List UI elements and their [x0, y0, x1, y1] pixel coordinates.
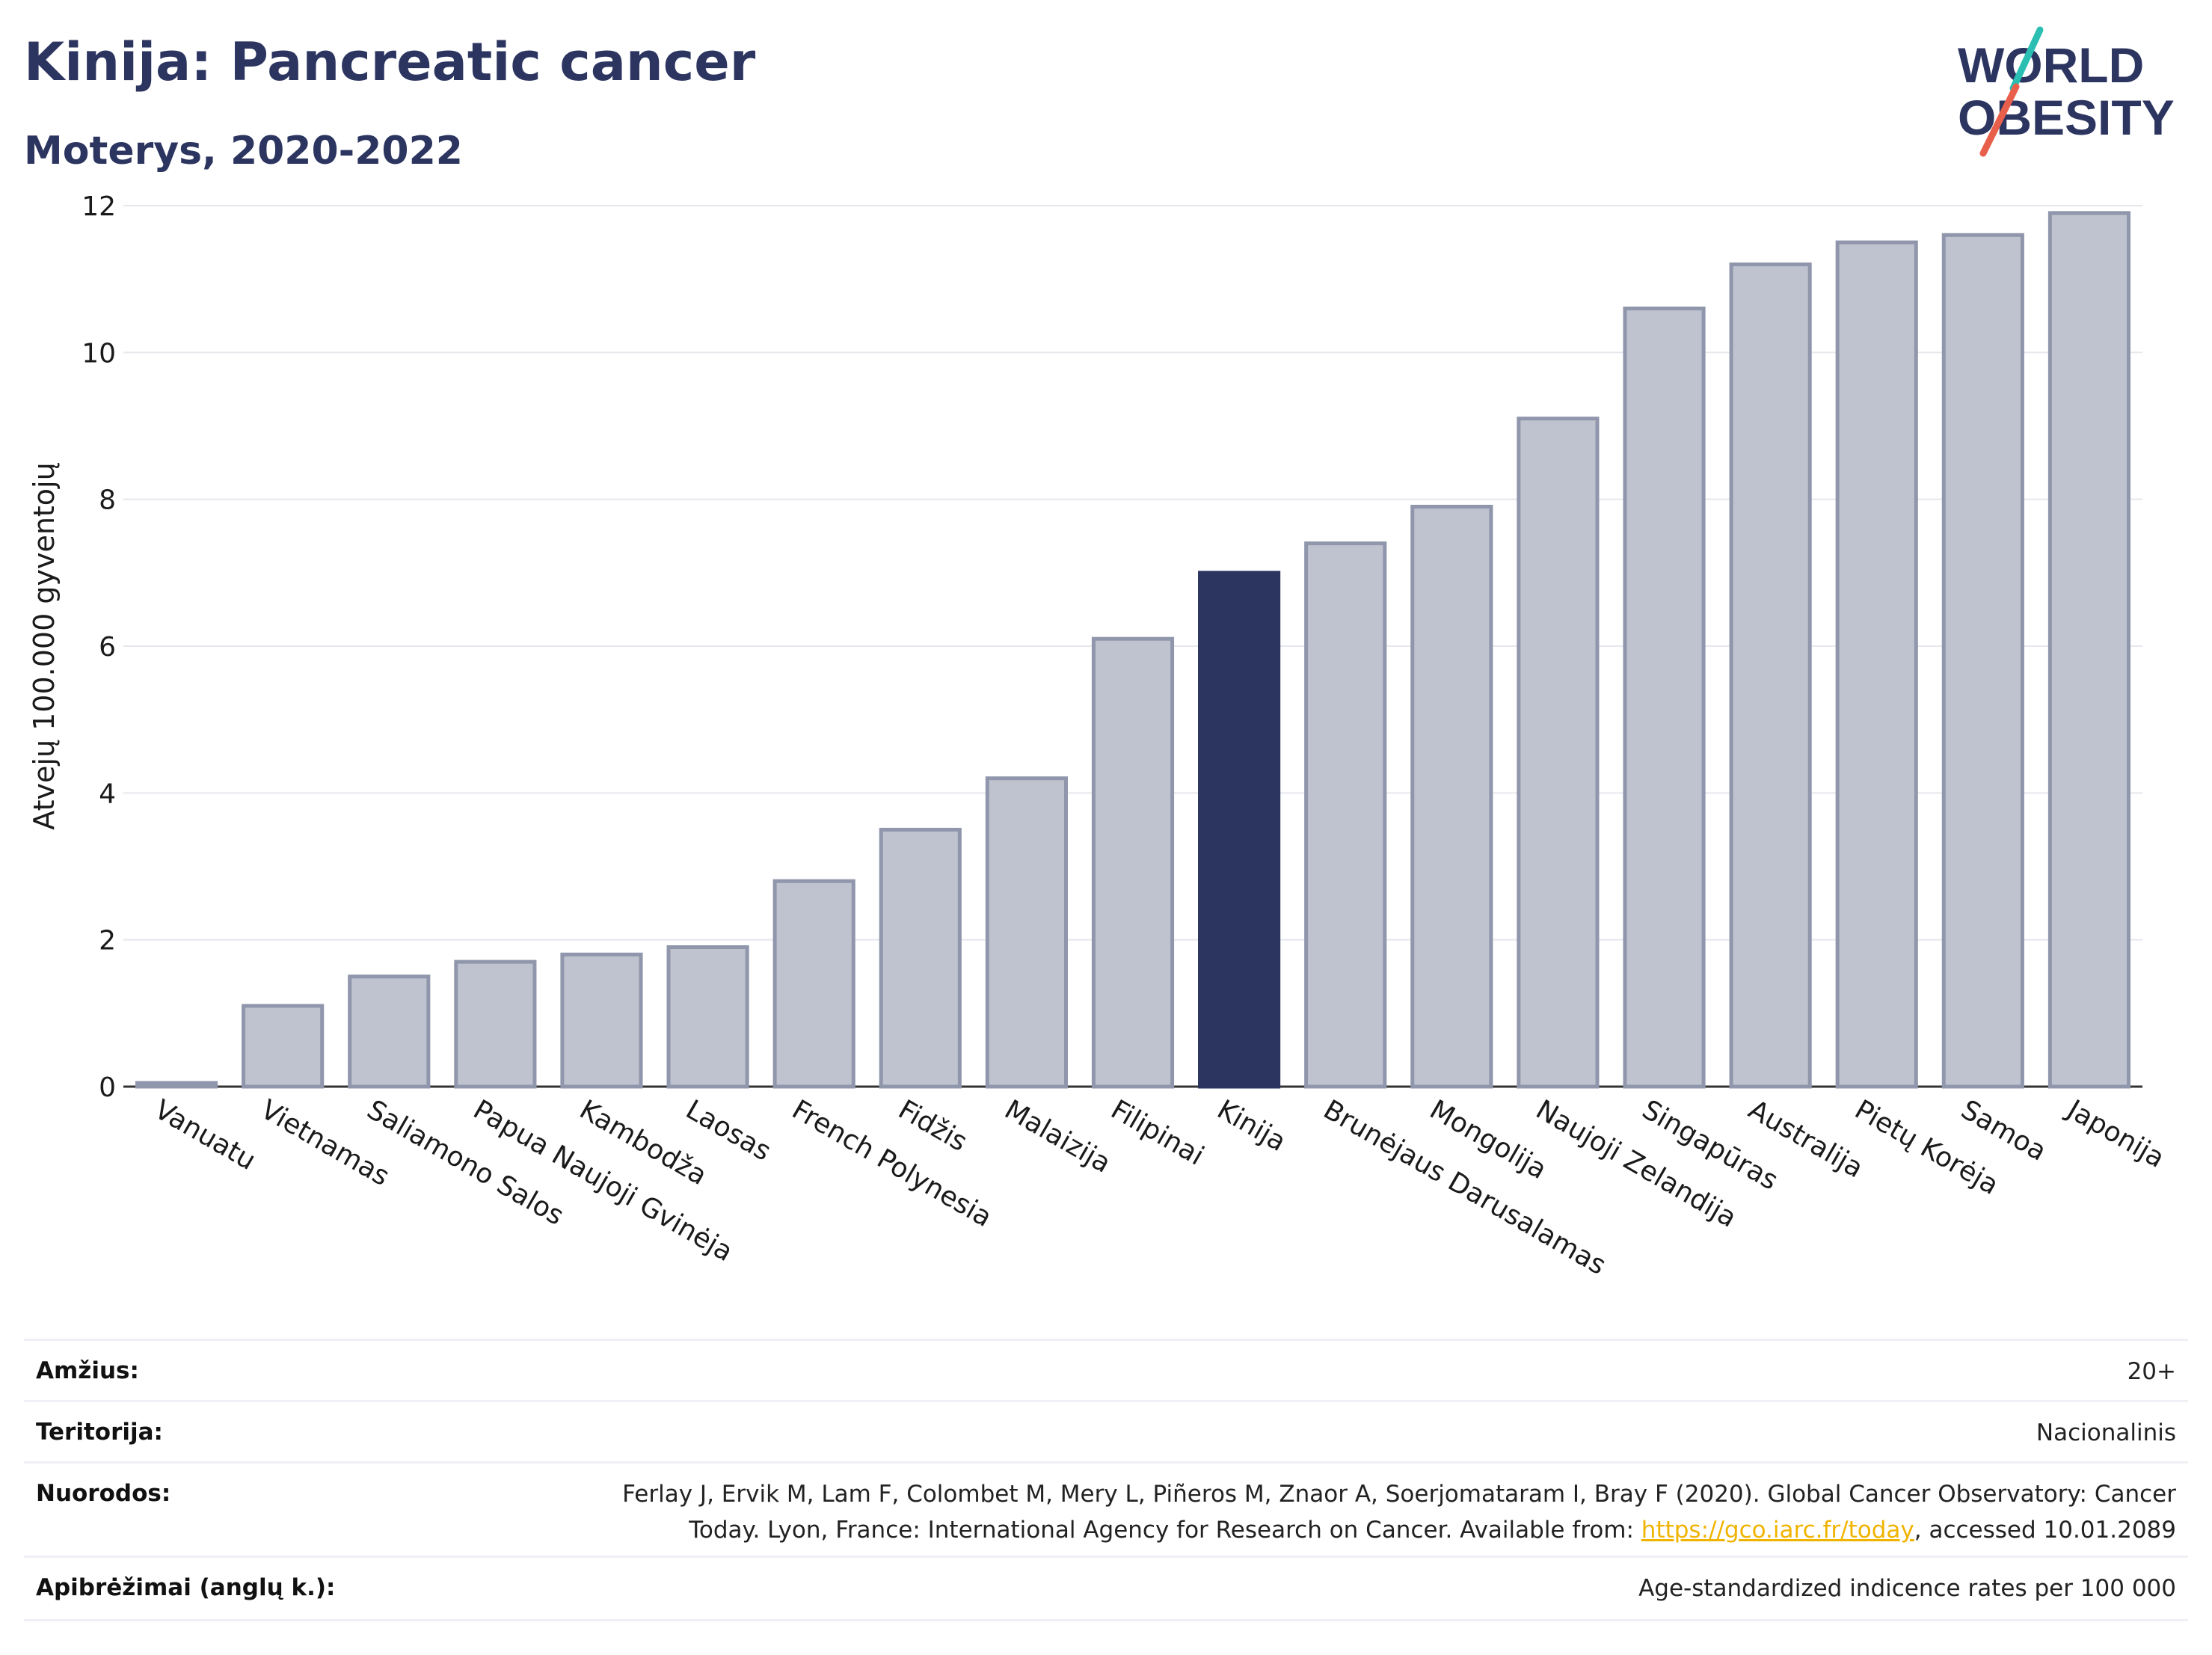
bar [242, 1004, 325, 1089]
references-text: Today. Lyon, France: International Agenc… [689, 1517, 1641, 1544]
age-label: Amžius: [36, 1357, 139, 1384]
references-line-2: Today. Lyon, France: International Agenc… [622, 1512, 2176, 1548]
y-tick-label: 2 [99, 926, 116, 957]
references-line-1: Ferlay J, Ervik M, Lam F, Colombet M, Me… [622, 1481, 2176, 1508]
bars [135, 211, 2131, 1089]
bar [1729, 262, 1812, 1089]
bar [879, 827, 962, 1089]
x-tick-label: Fidžis [893, 1094, 972, 1158]
x-tick-label: Malaizija [999, 1094, 1116, 1179]
chart-title: Kinija: Pancreatic cancer [24, 31, 756, 93]
y-tick-labels: 0 2 4 6 8 10 12 [82, 191, 116, 1103]
references-accessed: , accessed 10.01.2089 [1914, 1517, 2176, 1544]
definitions-value: Age-standardized indicence rates per 100… [1638, 1575, 2176, 1602]
bar [560, 952, 643, 1089]
bar [454, 959, 537, 1089]
y-tick-label: 4 [99, 779, 116, 809]
bar [135, 1081, 218, 1089]
bar [2047, 211, 2131, 1089]
y-tick-label: 10 [82, 338, 116, 369]
y-tick-label: 8 [99, 485, 116, 516]
info-row-references: Nuorodos: Ferlay J, Ervik M, Lam F, Colo… [24, 1461, 2188, 1558]
x-tick-label: Japonija [2061, 1093, 2170, 1174]
info-row-definitions: Apibrėžimai (anglų k.): Age-standardized… [24, 1556, 2188, 1621]
info-row-territory: Teritorija: Nacionalinis [24, 1400, 2188, 1464]
bar [1517, 417, 1600, 1089]
bar [1835, 240, 1918, 1089]
y-axis-label: Atvejų 100.000 gyventojų [28, 462, 61, 829]
logo-slash-teal [2009, 26, 2044, 92]
x-tick-label: Vanuatu [150, 1094, 261, 1176]
bar [985, 776, 1068, 1089]
bar [1623, 306, 1706, 1089]
territory-value: Nacionalinis [2036, 1419, 2176, 1446]
territory-label: Teritorija: [36, 1419, 163, 1446]
world-obesity-logo: WORLD OBESITY [1958, 26, 2175, 157]
x-tick-label: Kinija [1212, 1094, 1291, 1158]
y-tick-label: 0 [99, 1072, 116, 1103]
bar [666, 945, 749, 1089]
logo-slash-red [1979, 83, 2020, 157]
bar-highlight [1198, 571, 1281, 1089]
definitions-label: Apibrėžimai (anglų k.): [36, 1574, 336, 1601]
y-tick-label: 12 [82, 191, 116, 222]
bar [772, 879, 855, 1089]
age-value: 20+ [2127, 1358, 2176, 1385]
references-label: Nuorodos: [36, 1480, 171, 1507]
logo-line-1: WORLD [1958, 37, 2144, 93]
y-tick-label: 6 [99, 632, 116, 663]
x-tick-label: Naujoji Zelandija [1531, 1094, 1742, 1233]
bar [1410, 504, 1493, 1089]
x-tick-label: Saliamono Salos [362, 1094, 569, 1232]
info-row-age: Amžius: 20+ [24, 1339, 2188, 1402]
x-tick-label: Filipinai [1106, 1094, 1209, 1171]
gco-link[interactable]: https://gco.iarc.fr/today [1641, 1517, 1914, 1544]
chart-subtitle: Moterys, 2020-2022 [24, 129, 463, 174]
references-value: Ferlay J, Ervik M, Lam F, Colombet M, Me… [622, 1476, 2176, 1548]
x-tick-label: French Polynesia [787, 1094, 997, 1233]
bar [1304, 541, 1387, 1089]
bar [1941, 233, 2024, 1089]
bar [1091, 636, 1175, 1089]
bar [348, 974, 431, 1089]
